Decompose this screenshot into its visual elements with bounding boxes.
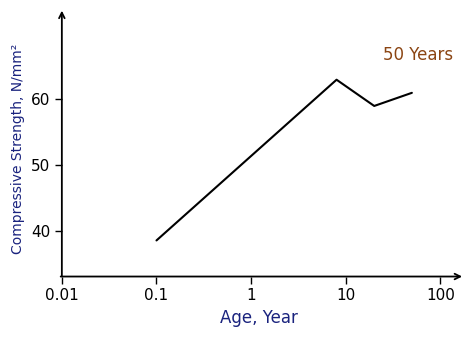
- X-axis label: Age, Year: Age, Year: [220, 309, 298, 327]
- Y-axis label: Compressive Strength, N/mm²: Compressive Strength, N/mm²: [11, 44, 25, 254]
- Text: 50 Years: 50 Years: [383, 46, 454, 64]
